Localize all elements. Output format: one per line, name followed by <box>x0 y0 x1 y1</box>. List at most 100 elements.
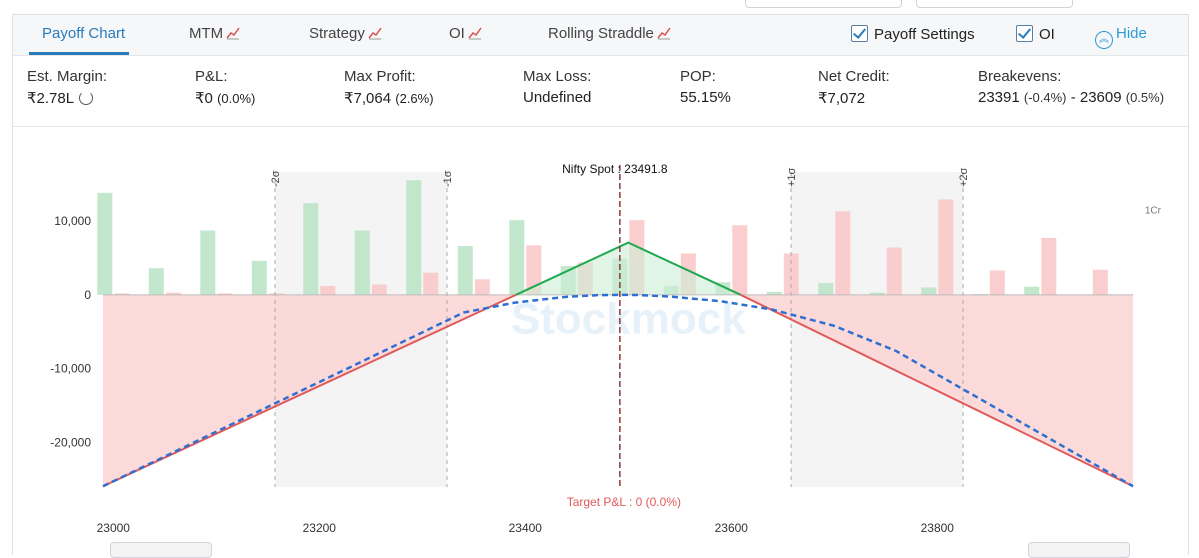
stat-net-credit: Net Credit: ₹7,072 <box>818 68 890 107</box>
stat-label: POP: <box>680 68 716 85</box>
bottom-control-box[interactable] <box>1028 542 1130 558</box>
stat-label: Net Credit: <box>818 68 890 85</box>
oi-put-bar <box>766 291 782 295</box>
oi-put-bar <box>200 230 216 295</box>
tab-label: OI <box>449 25 465 42</box>
stat-pnl: P&L: ₹0 (0.0%) <box>195 68 255 107</box>
stat-pct: (2.6%) <box>395 91 434 106</box>
checkbox-label: Payoff Settings <box>874 26 975 43</box>
top-strip <box>0 0 1199 10</box>
payoff-settings-checkbox[interactable]: Payoff Settings <box>851 25 975 43</box>
oi-call-bar <box>114 293 130 295</box>
oi-call-bar <box>371 284 387 295</box>
sigma-label: -1σ <box>442 170 454 187</box>
payoff-chart[interactable]: Stockmock -2σ -1σ +1σ +2σ Nifty Spot : 23491.… <box>13 127 1188 555</box>
oi-call-bar <box>268 293 284 295</box>
stat-label: Max Profit: <box>344 68 416 85</box>
breakeven-lower: 23391 <box>978 89 1020 106</box>
top-control-box[interactable] <box>745 0 902 8</box>
stat-max-profit: Max Profit: ₹7,064 (2.6%) <box>344 68 434 107</box>
y-tick-label: 10,000 <box>54 214 91 228</box>
oi-call-bar <box>989 270 1005 295</box>
target-payoff-line <box>102 293 1134 488</box>
oi-put-bar <box>251 260 267 295</box>
tab-oi[interactable]: OI <box>449 25 482 42</box>
tab-strategy[interactable]: Strategy <box>309 25 382 42</box>
x-tick-label: 23600 <box>715 521 749 535</box>
spot-label: Nifty Spot : 23491.8 <box>562 162 668 176</box>
chart-icon <box>657 27 671 40</box>
breakeven-upper-pct: (0.5%) <box>1125 90 1165 105</box>
checkbox-checked-icon <box>851 25 868 42</box>
tab-label: MTM <box>189 25 224 42</box>
x-tick-label: 23800 <box>921 521 955 535</box>
oi-put-bar <box>97 192 113 295</box>
y-tick-label: -10,000 <box>50 362 91 376</box>
stat-value: 55.15% <box>680 89 731 106</box>
target-pnl-label: Target P&L : 0 (0.0%) <box>567 495 681 509</box>
oi-put-bar <box>303 203 319 295</box>
oi-put-bar <box>148 268 164 295</box>
hide-button[interactable]: ︽ Hide <box>1095 25 1147 49</box>
expiry-profit-line <box>515 241 741 296</box>
breakeven-separator: - <box>1070 89 1076 106</box>
oi-put-bar <box>1024 286 1040 295</box>
x-tick-label: 23400 <box>509 521 543 535</box>
tab-bar: Payoff Chart MTM Strategy OI Rolling Str… <box>13 15 1188 56</box>
breakeven-upper: 23609 <box>1079 89 1122 106</box>
oi-put-bar <box>921 287 937 295</box>
top-control-box[interactable] <box>916 0 1073 8</box>
payoff-panel: Payoff Chart MTM Strategy OI Rolling Str… <box>12 14 1189 555</box>
stat-pct: (0.0%) <box>217 91 256 106</box>
oi-checkbox[interactable]: OI <box>1016 25 1055 43</box>
sigma-label: -2σ <box>270 170 282 187</box>
stat-max-loss: Max Loss: Undefined <box>523 68 591 106</box>
active-tab-indicator <box>29 52 129 55</box>
tab-rolling-straddle[interactable]: Rolling Straddle <box>548 25 671 42</box>
oi-call-bar <box>423 272 439 295</box>
tab-mtm[interactable]: MTM <box>189 25 240 42</box>
stat-label: Max Loss: <box>523 68 592 85</box>
stat-label: P&L: <box>195 68 228 85</box>
stat-value: ₹0 <box>195 90 213 107</box>
oi-call-bar <box>1092 269 1108 295</box>
hide-label: Hide <box>1116 25 1147 42</box>
oi-put-bar <box>509 220 525 295</box>
breakeven-lower-pct: (-0.4%) <box>1023 90 1067 105</box>
oi-put-bar <box>406 180 422 295</box>
checkbox-checked-icon <box>1016 25 1033 42</box>
chart-icon <box>368 27 382 40</box>
tab-payoff-chart[interactable]: Payoff Chart <box>42 25 125 42</box>
tab-label: Strategy <box>309 25 365 42</box>
oi-put-bar <box>354 230 370 295</box>
stat-pop: POP: 55.15% <box>680 68 731 106</box>
oi-call-bar <box>835 211 851 295</box>
y-tick-label: 0 <box>84 288 91 302</box>
stat-est-margin: Est. Margin: ₹2.78L <box>27 68 107 107</box>
oi-call-bar <box>526 245 542 295</box>
expiry-loss-line-right <box>740 293 1134 488</box>
oi-call-bar <box>732 225 748 295</box>
oi-put-bar <box>869 292 885 295</box>
oi-put-bar <box>457 246 473 295</box>
sigma-label: +1σ <box>786 167 798 187</box>
bottom-control-box[interactable] <box>110 542 212 558</box>
stat-value: ₹7,072 <box>818 90 866 107</box>
watermark-text: Stockmock <box>511 294 746 343</box>
oi-call-bar <box>320 285 336 295</box>
tab-label: Payoff Chart <box>42 25 126 42</box>
oi-call-bar <box>165 292 181 295</box>
checkbox-label: OI <box>1039 26 1055 43</box>
oi-call-bar <box>783 253 799 295</box>
chart-icon <box>226 27 240 40</box>
oi-axis-label: 1Cr <box>1145 206 1162 217</box>
stat-breakevens: Breakevens: 23391 (-0.4%) - 23609 (0.5%) <box>978 68 1164 106</box>
stat-label: Breakevens: <box>978 68 1062 85</box>
oi-put-bar <box>818 283 834 295</box>
sigma-label: +2σ <box>958 167 970 187</box>
tab-label: Rolling Straddle <box>548 25 654 42</box>
profit-area <box>516 242 741 295</box>
refresh-icon[interactable] <box>79 91 94 105</box>
chart-icon <box>468 27 482 40</box>
y-tick-label: -20,000 <box>50 436 91 450</box>
